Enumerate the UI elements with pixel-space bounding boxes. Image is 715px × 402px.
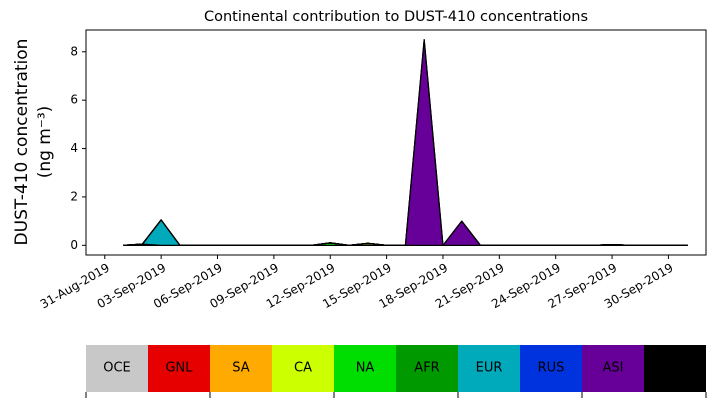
legend-label: GNL — [165, 361, 193, 376]
legend-swatch — [644, 345, 706, 392]
legend-ticks — [85, 392, 707, 398]
legend-label: ASI — [603, 361, 624, 376]
legend-swatch — [86, 345, 148, 392]
y-tick-label: 6 — [70, 93, 78, 107]
legend-label: CA — [294, 361, 312, 376]
plot-area — [122, 39, 688, 246]
legend-swatch — [520, 345, 582, 392]
y-axis-label: (ng m⁻³) — [35, 106, 55, 179]
legend-label: AFR — [414, 361, 439, 376]
legend-label: EUR — [476, 361, 503, 376]
y-axis-label: DUST-410 concentration — [12, 39, 32, 246]
legend-label: NA — [356, 361, 375, 376]
area — [122, 39, 688, 246]
legend-label: OCE — [103, 361, 131, 376]
y-tick-label: 4 — [70, 141, 78, 155]
legend-swatch — [210, 345, 272, 392]
chart-title: Continental contribution to DUST-410 con… — [204, 9, 588, 25]
legend-swatch — [582, 345, 644, 392]
area — [122, 39, 688, 246]
legend-label: SA — [232, 361, 249, 376]
y-tick-label: 8 — [70, 44, 78, 58]
legend-swatch — [458, 345, 520, 392]
legend: OCE GNL SA CA NA AFR EUR RUS ASI AUS — [86, 345, 706, 392]
legend-label: AUS — [662, 361, 689, 376]
y-tick-label: 2 — [70, 189, 78, 203]
legend-swatch — [396, 345, 458, 392]
axes-frame — [85, 29, 707, 256]
legend-label: RUS — [538, 361, 565, 376]
legend-swatch — [148, 345, 210, 392]
y-tick-label: 0 — [70, 238, 78, 252]
legend-swatch — [334, 345, 396, 392]
legend-swatch — [272, 345, 334, 392]
